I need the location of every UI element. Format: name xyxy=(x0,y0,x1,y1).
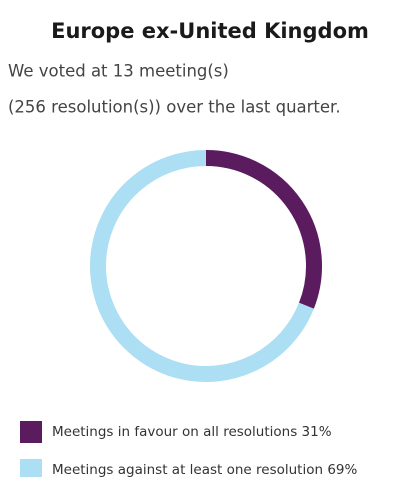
legend-swatch xyxy=(20,421,42,443)
legend-value: 69% xyxy=(327,462,357,477)
subtitle: We voted at 13 meeting(s) xyxy=(8,62,229,81)
donut-segment xyxy=(205,150,322,309)
chart-title: Europe ex-United Kingdom xyxy=(51,19,369,43)
subtitle: (256 resolution(s)) over the last quarte… xyxy=(8,98,341,117)
legend-name: Meetings in favour on all resolutions xyxy=(52,424,297,440)
legend-label: Meetings in favour on all resolutions 31… xyxy=(52,424,332,440)
donut-segment xyxy=(90,150,314,382)
legend-label: Meetings against at least one resolution… xyxy=(52,462,358,477)
legend-value: 31% xyxy=(302,424,332,440)
legend-name: Meetings against at least one resolution xyxy=(52,462,323,477)
legend-swatch xyxy=(20,459,42,477)
